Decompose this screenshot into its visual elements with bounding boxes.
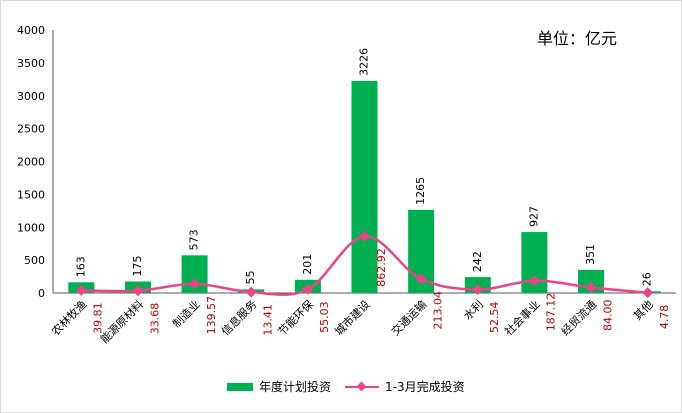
x-tick-label-6: 交通运输	[388, 297, 429, 338]
x-tick-label-2: 制造业	[169, 297, 202, 330]
y-tick-label-0: 0	[38, 287, 45, 300]
line-label-5: 862.92	[375, 248, 388, 286]
bar-label-5: 3226	[358, 48, 371, 76]
legend-item-bar: 年度计划投资	[227, 378, 331, 395]
bar-label-2: 573	[188, 229, 201, 250]
unit-label: 单位：亿元	[537, 29, 618, 48]
y-tick-label-2: 1000	[17, 221, 45, 234]
bar-label-10: 26	[641, 272, 654, 286]
y-tick-label-5: 2500	[17, 123, 45, 136]
bar-label-8: 927	[527, 206, 540, 227]
y-tick-label-4: 2000	[17, 156, 45, 169]
line-point-0	[75, 284, 87, 296]
line-point-3	[245, 286, 257, 298]
bar-label-9: 351	[584, 244, 597, 265]
legend: 年度计划投资 1-3月完成投资	[227, 378, 479, 395]
bar-label-6: 1265	[414, 177, 427, 205]
x-tick-label-3: 信息服务	[218, 297, 259, 338]
line-label-8: 187.12	[545, 293, 558, 332]
x-tick-label-7: 水利	[461, 298, 486, 323]
bar-label-3: 55	[244, 270, 257, 284]
line-point-8	[528, 275, 540, 287]
bar-label-0: 163	[74, 256, 87, 277]
bar-label-7: 242	[471, 251, 484, 272]
legend-bar-label: 年度计划投资	[259, 380, 332, 394]
line-point-10	[642, 287, 654, 299]
y-tick-label-7: 3500	[17, 57, 45, 70]
legend-bar-swatch	[227, 382, 253, 391]
x-tick-label-4: 节能环保	[275, 297, 316, 338]
line-point-9	[585, 281, 597, 293]
y-tick-label-3: 1500	[17, 188, 45, 201]
x-tick-label-10: 其他	[631, 298, 656, 323]
x-tick-label-9: 经贸流通	[558, 297, 599, 338]
bar-label-1: 175	[131, 255, 144, 276]
legend-item-line: 1-3月完成投资	[345, 378, 465, 395]
line-point-4	[302, 283, 314, 295]
line-label-3: 13.41	[262, 304, 275, 336]
x-tick-label-5: 城市建设	[332, 297, 373, 338]
line-point-6	[415, 273, 427, 285]
line-label-7: 52.54	[488, 302, 501, 334]
line-label-1: 33.68	[148, 303, 161, 335]
line-point-5	[359, 230, 370, 242]
line-label-10: 4.78	[658, 305, 671, 330]
x-tick-label-8: 社会事业	[502, 297, 543, 338]
y-tick-label-8: 4000	[17, 24, 45, 37]
line-label-0: 39.81	[92, 302, 105, 334]
line-point-2	[189, 278, 201, 290]
line-point-1	[132, 285, 144, 297]
legend-line-label: 1-3月完成投资	[385, 380, 465, 394]
y-tick-label-6: 3000	[17, 90, 45, 103]
line-label-6: 213.04	[431, 291, 444, 330]
bar-5	[351, 80, 378, 293]
x-tick-label-0: 农林牧渔	[48, 297, 89, 338]
legend-line-swatch	[345, 381, 380, 393]
line-label-9: 84.00	[601, 299, 614, 331]
bar-label-4: 201	[301, 254, 314, 275]
line-label-4: 55.03	[318, 301, 331, 333]
line-point-7	[472, 284, 484, 296]
line-label-2: 139.57	[205, 296, 218, 335]
y-tick-label-1: 500	[24, 254, 45, 267]
